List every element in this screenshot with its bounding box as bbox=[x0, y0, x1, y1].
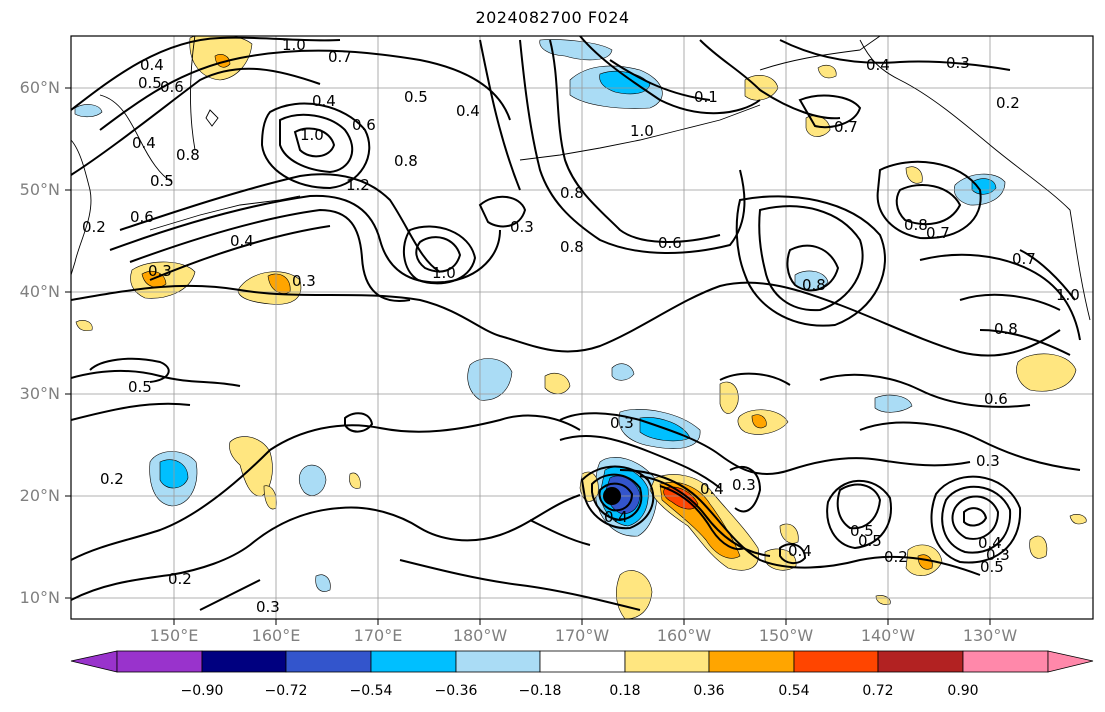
contour-label: 0.6 bbox=[352, 116, 376, 134]
contour-label: 0.3 bbox=[148, 262, 172, 280]
coastlines bbox=[71, 36, 1091, 321]
contour-label: 0.3 bbox=[946, 54, 970, 72]
contour-label: 0.8 bbox=[394, 152, 418, 170]
contour-label: 0.7 bbox=[926, 224, 950, 242]
contour-label: 0.5 bbox=[150, 172, 174, 190]
contour-label: 0.4 bbox=[230, 232, 254, 250]
contour-label: 0.1 bbox=[694, 88, 718, 106]
axis-ticks bbox=[65, 87, 991, 625]
contour-label: 0.2 bbox=[168, 570, 192, 588]
colorbar-tick-label: 0.72 bbox=[862, 683, 894, 699]
lat-label-20n: 20°N bbox=[19, 486, 60, 505]
contour-label: 1.0 bbox=[282, 36, 306, 54]
contour-label-group: 1.0 0.7 0.4 0.5 0.6 0.4 0.5 0.4 0.5 0.6 … bbox=[82, 36, 1080, 616]
lat-label-30n: 30°N bbox=[19, 384, 60, 403]
colorbar-tick-label: −0.36 bbox=[434, 683, 478, 699]
colorbar-tick-label: −0.72 bbox=[264, 683, 308, 699]
contour-label: 1.0 bbox=[300, 126, 324, 144]
contour-label: 0.5 bbox=[850, 522, 874, 540]
lon-label-170e: 170°E bbox=[353, 626, 403, 645]
colorbar-tick-label: −0.90 bbox=[180, 683, 224, 699]
contour-label: 1.0 bbox=[1056, 286, 1080, 304]
contour-label: 0.7 bbox=[1012, 250, 1036, 268]
contour-lines bbox=[71, 36, 1081, 611]
lon-label-130w: 130°W bbox=[962, 626, 1018, 645]
contour-label: 0.3 bbox=[610, 414, 634, 432]
contour-label: 0.4 bbox=[604, 508, 628, 526]
lat-label-60n: 60°N bbox=[19, 78, 60, 97]
contour-label: 0.4 bbox=[866, 56, 890, 74]
lon-label-150w: 150°W bbox=[758, 626, 814, 645]
contour-label: 0.3 bbox=[292, 272, 316, 290]
colorbar-tick-label: 0.36 bbox=[693, 683, 725, 699]
contour-label: 0.5 bbox=[404, 88, 428, 106]
colorbar-tick-label: 0.90 bbox=[947, 683, 979, 699]
lon-label-180w: 180°W bbox=[452, 626, 508, 645]
contour-label: 0.8 bbox=[994, 320, 1018, 338]
lon-label-170w: 170°W bbox=[554, 626, 610, 645]
contour-label: 0.8 bbox=[560, 238, 584, 256]
contour-label: 0.4 bbox=[788, 542, 812, 560]
contour-label: 0.2 bbox=[996, 94, 1020, 112]
contour-label: 1.0 bbox=[432, 264, 456, 282]
contour-label: 0.2 bbox=[100, 470, 124, 488]
contour-label: 0.6 bbox=[658, 234, 682, 252]
contour-label: 0.4 bbox=[312, 92, 336, 110]
contour-label: 0.5 bbox=[138, 74, 162, 92]
colorbar-tick-label: −0.18 bbox=[518, 683, 562, 699]
contour-label: 0.3 bbox=[256, 598, 280, 616]
contour-label: 0.4 bbox=[132, 134, 156, 152]
contour-label: 0.4 bbox=[456, 102, 480, 120]
lat-label-10n: 10°N bbox=[19, 588, 60, 607]
contour-label: 0.3 bbox=[986, 546, 1010, 564]
lon-label-150e: 150°E bbox=[149, 626, 199, 645]
colorbar-tick-label: 0.18 bbox=[609, 683, 641, 699]
gridlines bbox=[71, 36, 1093, 619]
contour-label: 0.7 bbox=[834, 118, 858, 136]
lat-label-40n: 40°N bbox=[19, 282, 60, 301]
contour-label: 0.5 bbox=[980, 558, 1004, 576]
contour-label: 0.3 bbox=[510, 218, 534, 236]
map-title: 2024082700 F024 bbox=[475, 8, 630, 27]
contour-label: 0.6 bbox=[130, 208, 154, 226]
contour-label: 0.8 bbox=[802, 276, 826, 294]
contour-label: 0.8 bbox=[560, 184, 584, 202]
contour-label: 0.3 bbox=[976, 452, 1000, 470]
contour-label: 0.6 bbox=[984, 390, 1008, 408]
lon-label-160e: 160°E bbox=[251, 626, 301, 645]
contour-label: 0.5 bbox=[858, 532, 882, 550]
colorbar bbox=[70, 650, 1094, 673]
contour-label: 0.4 bbox=[140, 56, 164, 74]
storm-center-marker bbox=[603, 487, 621, 505]
contour-label: 1.2 bbox=[346, 176, 370, 194]
contour-label: 0.8 bbox=[176, 146, 200, 164]
contour-label: 0.5 bbox=[128, 378, 152, 396]
colorbar-min-extend bbox=[70, 650, 118, 673]
colorbar-tick-label: 0.54 bbox=[778, 683, 810, 699]
contour-label: 0.2 bbox=[82, 218, 106, 236]
lat-label-50n: 50°N bbox=[19, 180, 60, 199]
contour-label: 0.6 bbox=[160, 78, 184, 96]
colorbar-tick-label: −0.54 bbox=[349, 683, 393, 699]
contour-label: 0.8 bbox=[904, 216, 928, 234]
colorbar-max-extend bbox=[1047, 650, 1094, 673]
contour-label: 0.4 bbox=[700, 480, 724, 498]
contour-label: 0.3 bbox=[732, 476, 756, 494]
lon-label-160w: 160°W bbox=[656, 626, 712, 645]
lon-label-140w: 140°W bbox=[860, 626, 916, 645]
contour-label: 1.0 bbox=[630, 122, 654, 140]
contour-label: 0.4 bbox=[978, 534, 1002, 552]
contour-label: 0.7 bbox=[328, 48, 352, 66]
contour-label: 0.2 bbox=[884, 548, 908, 566]
